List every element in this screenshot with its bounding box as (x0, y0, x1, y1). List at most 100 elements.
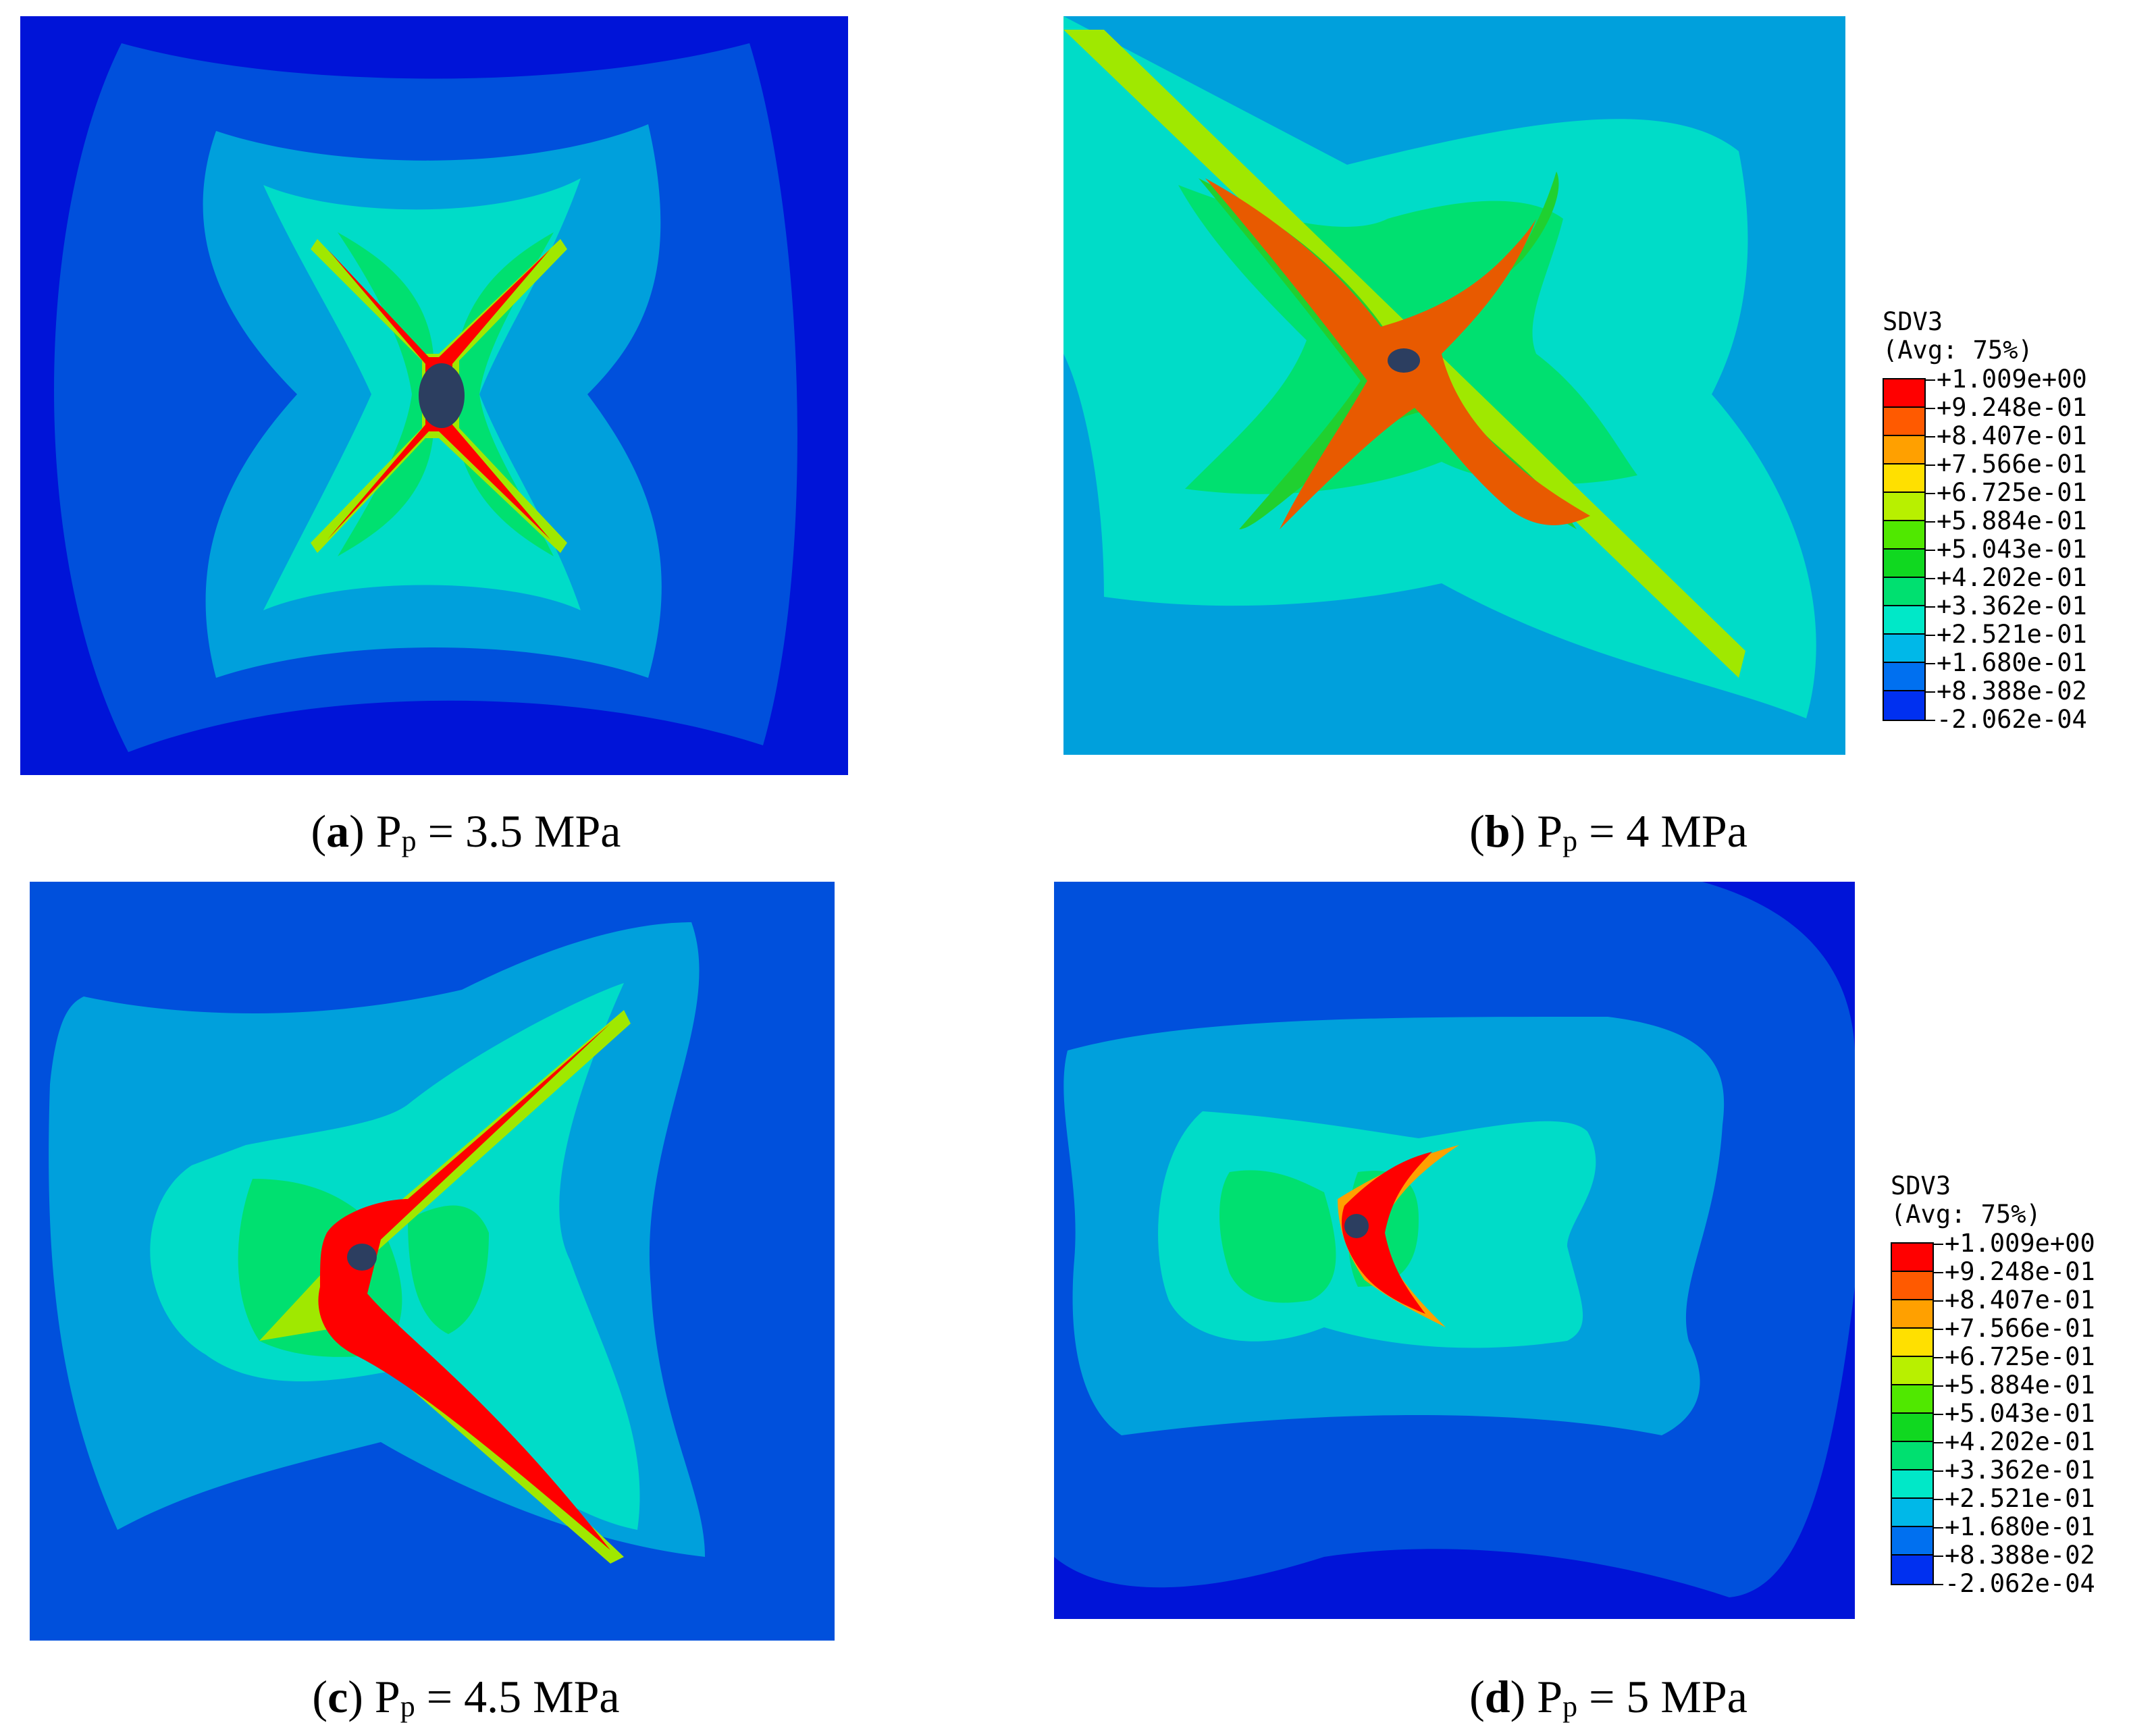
contour-plot-c (30, 882, 835, 1641)
caption-letter: c (327, 1671, 348, 1722)
legend-tick (1934, 1470, 1943, 1472)
legend-level-label: -2.062e-04 (1945, 1569, 2095, 1598)
caption-b: (b) Pp = 4 MPa (1469, 805, 1747, 857)
legend-tick (1934, 1385, 1943, 1387)
legend-level-label: +5.884e-01 (1945, 1371, 2095, 1400)
legend-tick (1934, 1527, 1943, 1529)
caption-value: 3.5 MPa (465, 805, 621, 857)
legend-swatch (1884, 379, 1924, 408)
legend-level-label: +2.521e-01 (1945, 1484, 2095, 1513)
legend-level-label: +4.202e-01 (1945, 1427, 2095, 1456)
legend-swatch (1892, 1244, 1932, 1272)
caption-subscript: p (1562, 1690, 1578, 1723)
legend-tick (1934, 1300, 1943, 1302)
legend-swatch (1892, 1272, 1932, 1300)
legend-swatch (1892, 1414, 1932, 1442)
legend-tick (1934, 1357, 1943, 1358)
legend-swatch (1884, 691, 1924, 720)
caption-a: (a) Pp = 3.5 MPa (311, 805, 621, 857)
legend-level-label: +8.407e-01 (1937, 421, 2087, 450)
legend-swatch (1884, 635, 1924, 663)
contour-legend-top: SDV3 (Avg: 75%) +1.009e+00 +9.248e-01 +8.407… (1883, 307, 2087, 734)
legend-swatch (1892, 1385, 1932, 1414)
caption-d: (d) Pp = 5 MPa (1469, 1671, 1747, 1723)
legend-tick (1926, 691, 1935, 693)
legend-level-label: +3.362e-01 (1945, 1456, 2095, 1485)
legend-swatch (1892, 1527, 1932, 1556)
contour-plot-a (20, 16, 848, 775)
legend-swatch (1884, 550, 1924, 578)
contour-plot-d (1054, 882, 1855, 1619)
legend-tick (1934, 1414, 1943, 1415)
caption-symbol: P (375, 805, 402, 857)
legend-level-label: +5.043e-01 (1945, 1399, 2095, 1428)
legend-tick (1926, 379, 1935, 381)
legend-tick (1926, 578, 1935, 579)
legend-level-label: +2.521e-01 (1937, 620, 2087, 649)
caption-symbol: P (374, 1671, 400, 1722)
legend-tick (1934, 1329, 1943, 1330)
legend-tick (1926, 550, 1935, 551)
caption-letter: b (1484, 805, 1510, 857)
legend-level-label: +6.725e-01 (1937, 478, 2087, 507)
legend-color-bar (1891, 1242, 1934, 1585)
caption-letter: a (326, 805, 350, 857)
legend-level-label: +1.009e+00 (1945, 1229, 2095, 1258)
legend-swatch (1884, 521, 1924, 550)
legend-swatch (1884, 578, 1924, 606)
legend-tick (1934, 1244, 1943, 1245)
caption-subscript: p (400, 1690, 415, 1723)
legend-level-label: +5.884e-01 (1937, 506, 2087, 535)
legend-swatch (1884, 436, 1924, 464)
legend-swatch (1884, 606, 1924, 635)
legend-level-label: +6.725e-01 (1945, 1342, 2095, 1371)
legend-tick (1934, 1556, 1943, 1557)
legend-level-label: +7.566e-01 (1937, 450, 2087, 479)
caption-value: 5 MPa (1626, 1671, 1747, 1722)
legend-swatch (1892, 1300, 1932, 1329)
legend-level-label: +8.407e-01 (1945, 1285, 2095, 1314)
legend-level-label: +7.566e-01 (1945, 1314, 2095, 1343)
legend-level-label: +8.388e-02 (1937, 676, 2087, 706)
legend-level-label: +9.248e-01 (1945, 1257, 2095, 1286)
caption-symbol: P (1537, 1671, 1563, 1722)
legend-level-label: +3.362e-01 (1937, 591, 2087, 620)
legend-tick (1934, 1272, 1943, 1273)
caption-letter: d (1484, 1671, 1510, 1722)
legend-swatch (1892, 1442, 1932, 1470)
legend-tick (1934, 1499, 1943, 1500)
legend-swatch (1884, 663, 1924, 691)
legend-variable: SDV3 (1891, 1171, 1951, 1200)
legend-tick (1926, 521, 1935, 523)
legend-level-label: +8.388e-02 (1945, 1541, 2095, 1570)
legend-tick (1926, 606, 1935, 608)
legend-tick (1926, 663, 1935, 664)
legend-tick (1926, 635, 1935, 636)
legend-level-label: +4.202e-01 (1937, 563, 2087, 592)
contour-plot-b (1063, 16, 1845, 755)
legend-variable: SDV3 (1883, 307, 1943, 336)
legend-tick (1926, 408, 1935, 409)
legend-swatch (1892, 1556, 1932, 1584)
legend-level-label: +9.248e-01 (1937, 393, 2087, 422)
legend-averaging: (Avg: 75%) (1883, 336, 2033, 365)
legend-level-label: +1.680e-01 (1937, 648, 2087, 677)
caption-subscript: p (401, 824, 417, 857)
caption-value: 4 MPa (1626, 805, 1747, 857)
legend-level-label: +1.680e-01 (1945, 1512, 2095, 1541)
legend-tick (1926, 720, 1935, 721)
legend-level-label: +1.009e+00 (1937, 365, 2087, 394)
legend-tick (1926, 493, 1935, 494)
legend-color-bar (1883, 378, 1926, 721)
legend-swatch (1884, 408, 1924, 436)
legend-tick (1926, 464, 1935, 466)
legend-averaging: (Avg: 75%) (1891, 1200, 2041, 1229)
caption-symbol: P (1537, 805, 1563, 857)
legend-level-label: +5.043e-01 (1937, 535, 2087, 564)
legend-swatch (1892, 1499, 1932, 1527)
caption-value: 4.5 MPa (464, 1671, 620, 1722)
legend-tick (1926, 436, 1935, 437)
legend-swatch (1892, 1329, 1932, 1357)
legend-swatch (1892, 1470, 1932, 1499)
legend-tick (1934, 1442, 1943, 1443)
